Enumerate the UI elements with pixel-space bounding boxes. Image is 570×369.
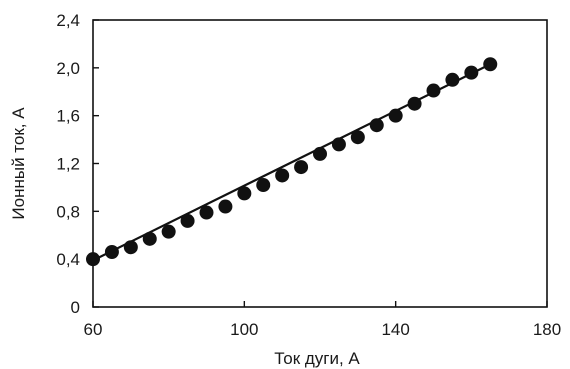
data-point — [86, 252, 100, 267]
fit-line-group — [92, 63, 491, 262]
data-point — [350, 130, 365, 145]
data-point — [256, 178, 271, 193]
y-tick-label: 1,2 — [56, 155, 80, 174]
data-point — [426, 83, 441, 98]
x-axis-ticks: 60 100 140 180 — [84, 301, 561, 339]
data-point — [294, 160, 309, 175]
x-tick-label: 180 — [533, 320, 561, 339]
x-tick-label: 140 — [381, 320, 409, 339]
y-tick-label: 0,4 — [56, 250, 80, 269]
data-point — [161, 224, 176, 239]
data-point — [313, 146, 327, 161]
x-tick-label: 60 — [84, 320, 103, 339]
y-tick-label: 2,0 — [56, 59, 80, 78]
data-point — [123, 240, 138, 255]
data-point — [407, 96, 422, 111]
data-point — [104, 244, 119, 259]
data-point — [218, 199, 233, 214]
x-tick-label: 100 — [230, 320, 258, 339]
y-tick-label: 2,4 — [56, 11, 80, 30]
data-point — [142, 231, 157, 246]
data-point — [483, 57, 498, 72]
data-point — [180, 213, 195, 228]
plot-frame — [92, 19, 548, 308]
data-point — [445, 72, 460, 87]
y-axis-label: Ионный ток, А — [9, 107, 28, 220]
data-point — [464, 65, 479, 80]
data-point — [331, 137, 346, 152]
data-point — [237, 186, 252, 201]
data-point — [388, 108, 403, 123]
x-axis-label: Ток дуги, А — [274, 349, 360, 368]
data-point — [199, 205, 214, 220]
plot-area — [92, 19, 548, 308]
y-tick-label: 1,6 — [56, 107, 80, 126]
data-point — [275, 168, 290, 183]
data-points — [86, 57, 498, 267]
fit-line — [92, 63, 491, 262]
y-tick-label: 0 — [71, 298, 80, 317]
y-tick-label: 0,8 — [56, 202, 80, 221]
data-point — [369, 118, 384, 133]
